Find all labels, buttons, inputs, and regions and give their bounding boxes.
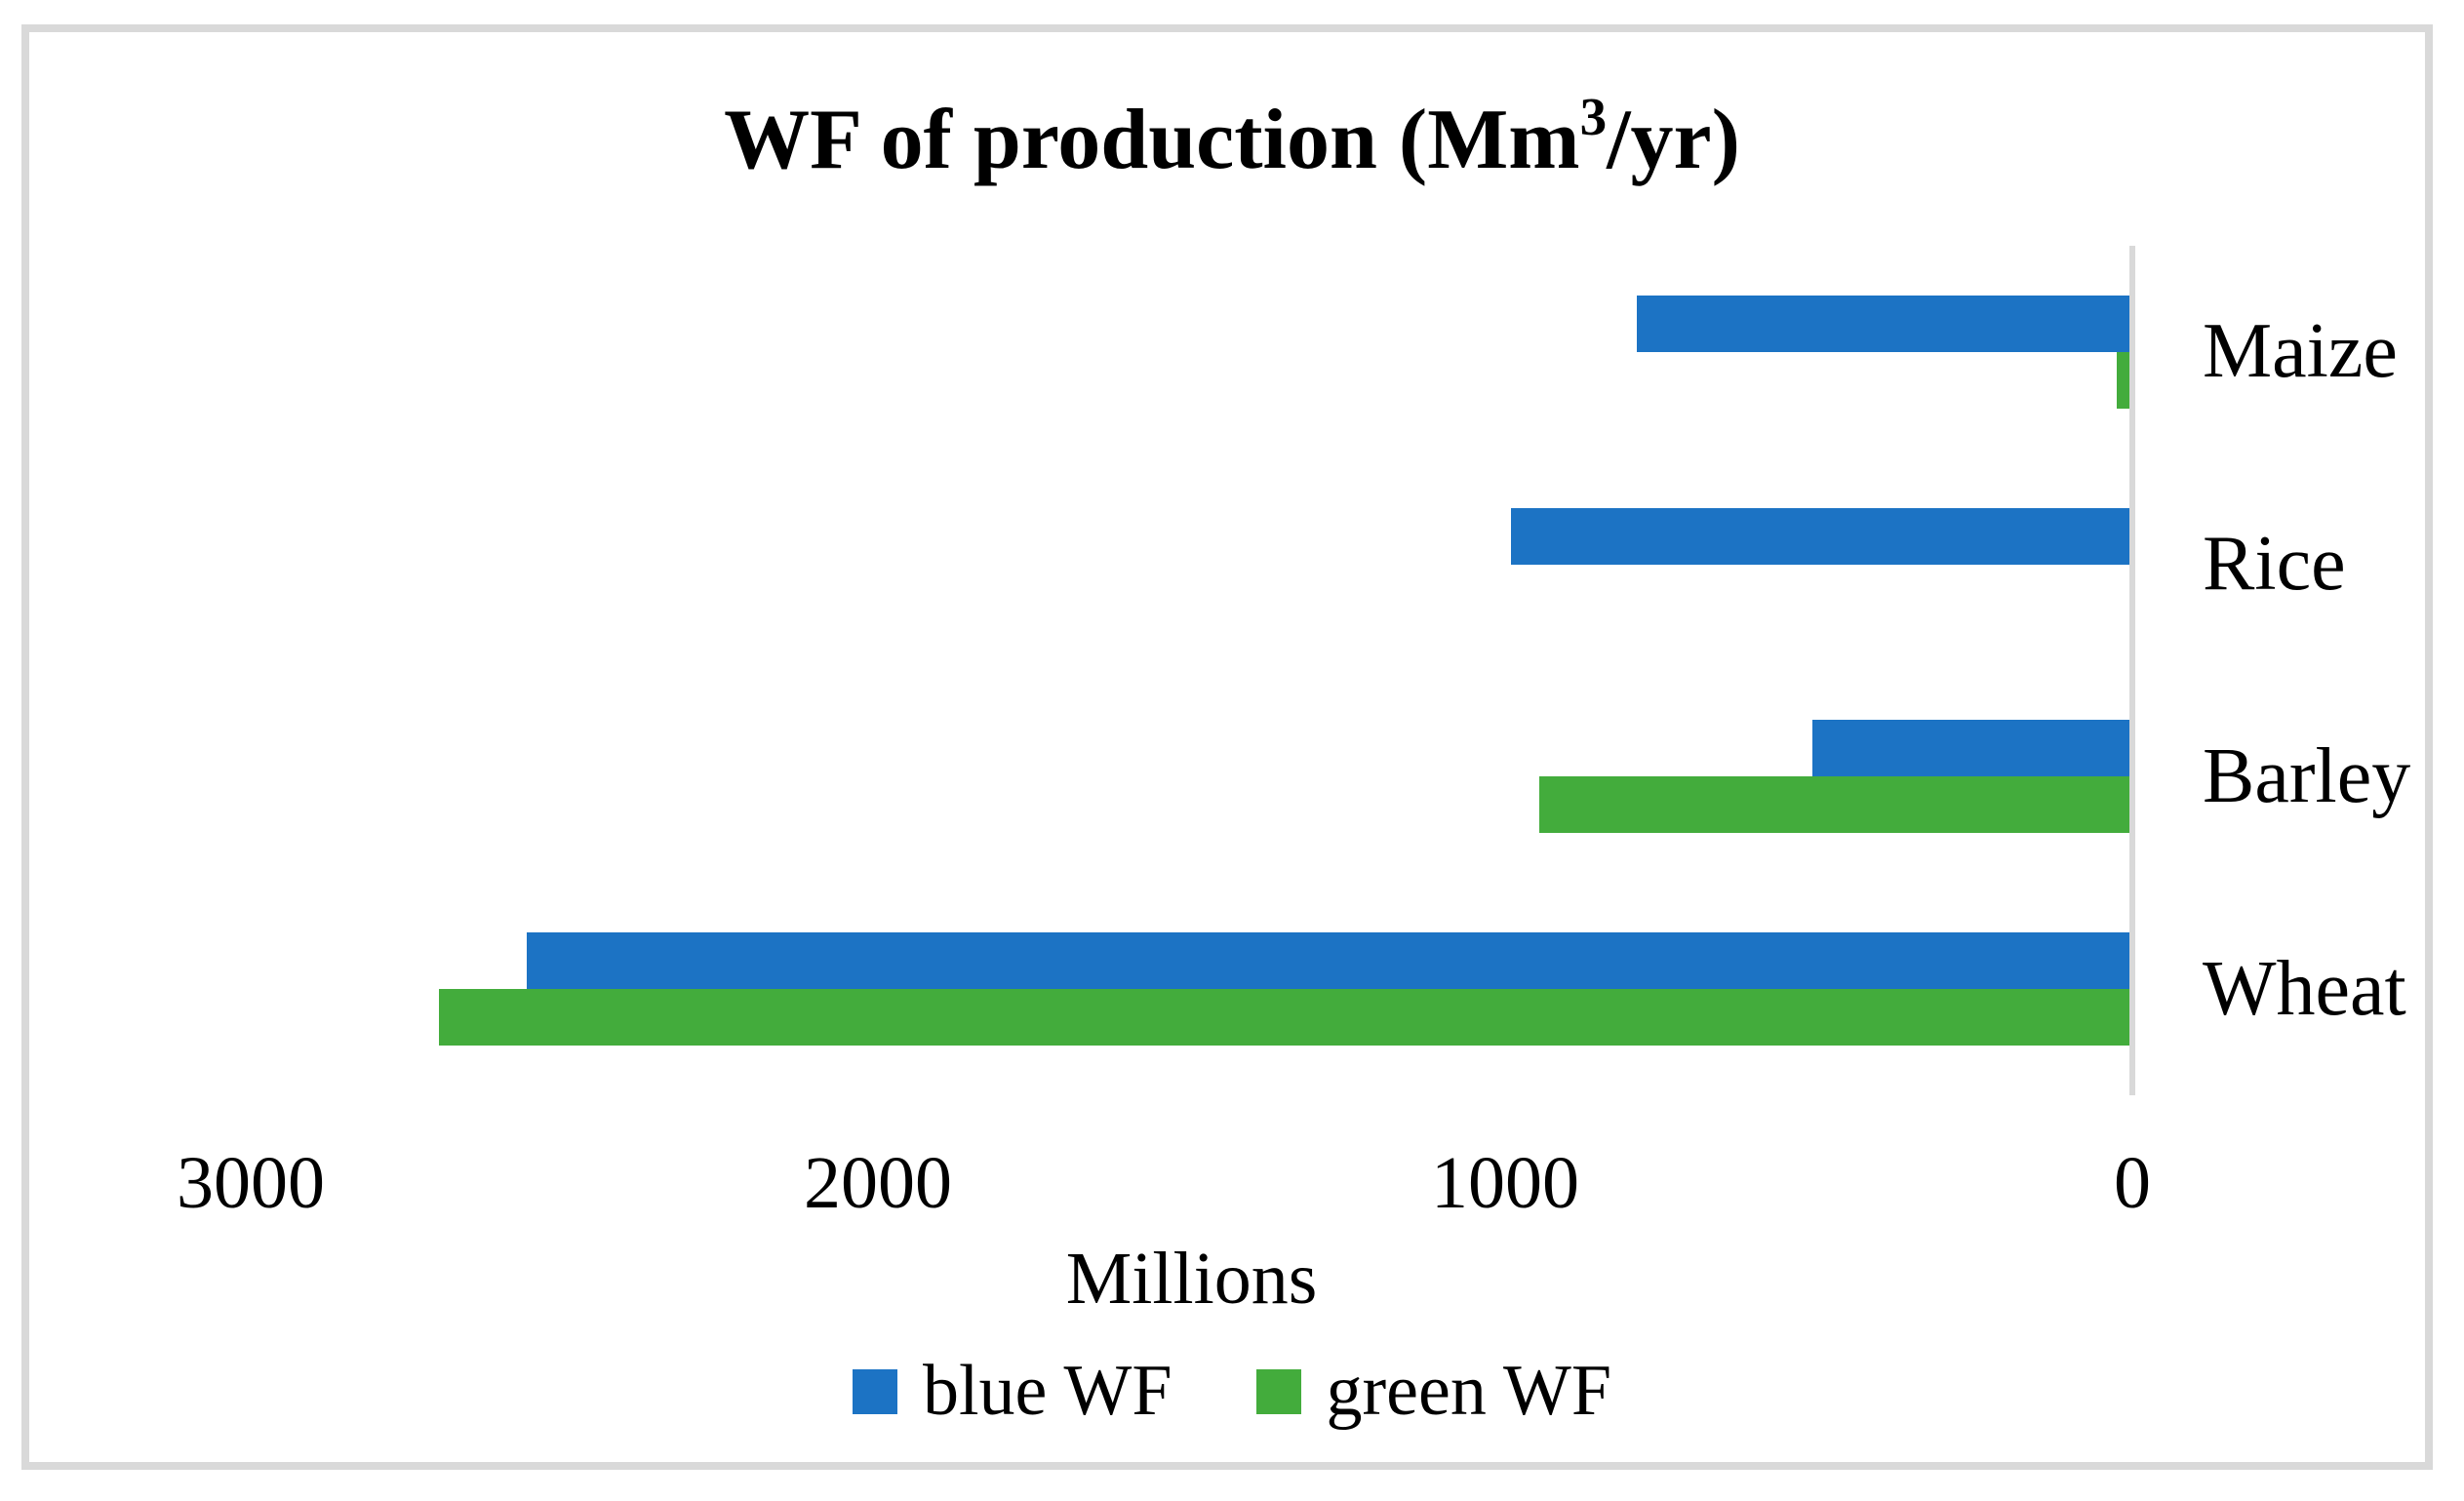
x-tick-1000: 1000 bbox=[1431, 1142, 1580, 1224]
blue-wf-bar-barley bbox=[1812, 720, 2132, 777]
legend-item-green-wf: green WF bbox=[1255, 1350, 1612, 1433]
green-wf-bar-maize bbox=[2116, 351, 2132, 409]
x-axis-unit-label: Millions bbox=[1065, 1238, 1318, 1320]
x-tick-3000: 3000 bbox=[177, 1142, 325, 1224]
green-wf-bar-barley bbox=[1539, 776, 2132, 834]
blue-wf-bar-rice bbox=[1511, 507, 2132, 565]
blue-wf-bar-maize bbox=[1637, 295, 2132, 352]
legend: blue WF green WF bbox=[0, 1350, 2464, 1433]
legend-label-blue-wf: blue WF bbox=[922, 1351, 1172, 1431]
legend-item-blue-wf: blue WF bbox=[852, 1350, 1172, 1433]
legend-swatch-blue-wf bbox=[852, 1368, 897, 1414]
chart-title-prefix: WF of production (Mm bbox=[724, 93, 1580, 187]
category-axis-labels: Maize Rice Barley Wheat bbox=[2203, 246, 2456, 1095]
category-label-wheat: Wheat bbox=[2203, 945, 2406, 1032]
value-axis-zero-line bbox=[2129, 246, 2135, 1095]
chart-title-suffix: /yr) bbox=[1607, 93, 1740, 187]
category-label-rice: Rice bbox=[2203, 521, 2346, 608]
bar-row-wheat bbox=[251, 883, 2132, 1095]
blue-wf-bar-wheat bbox=[526, 932, 2132, 990]
legend-label-green-wf: green WF bbox=[1326, 1351, 1612, 1431]
chart-title: WF of production (Mm3/yr) bbox=[0, 87, 2464, 188]
chart-title-superscript: 3 bbox=[1579, 87, 1608, 146]
category-label-barley: Barley bbox=[2203, 732, 2411, 819]
x-tick-2000: 2000 bbox=[804, 1142, 953, 1224]
x-axis-ticks: 3000 2000 1000 0 bbox=[177, 1141, 2151, 1239]
bar-row-maize bbox=[251, 246, 2132, 458]
category-label-maize: Maize bbox=[2203, 308, 2398, 395]
x-tick-0: 0 bbox=[2114, 1142, 2151, 1224]
green-wf-bar-wheat bbox=[438, 989, 2132, 1047]
bar-row-barley bbox=[251, 671, 2132, 884]
plot-area bbox=[251, 246, 2132, 1095]
legend-swatch-green-wf bbox=[1255, 1368, 1301, 1414]
bar-row-rice bbox=[251, 458, 2132, 671]
